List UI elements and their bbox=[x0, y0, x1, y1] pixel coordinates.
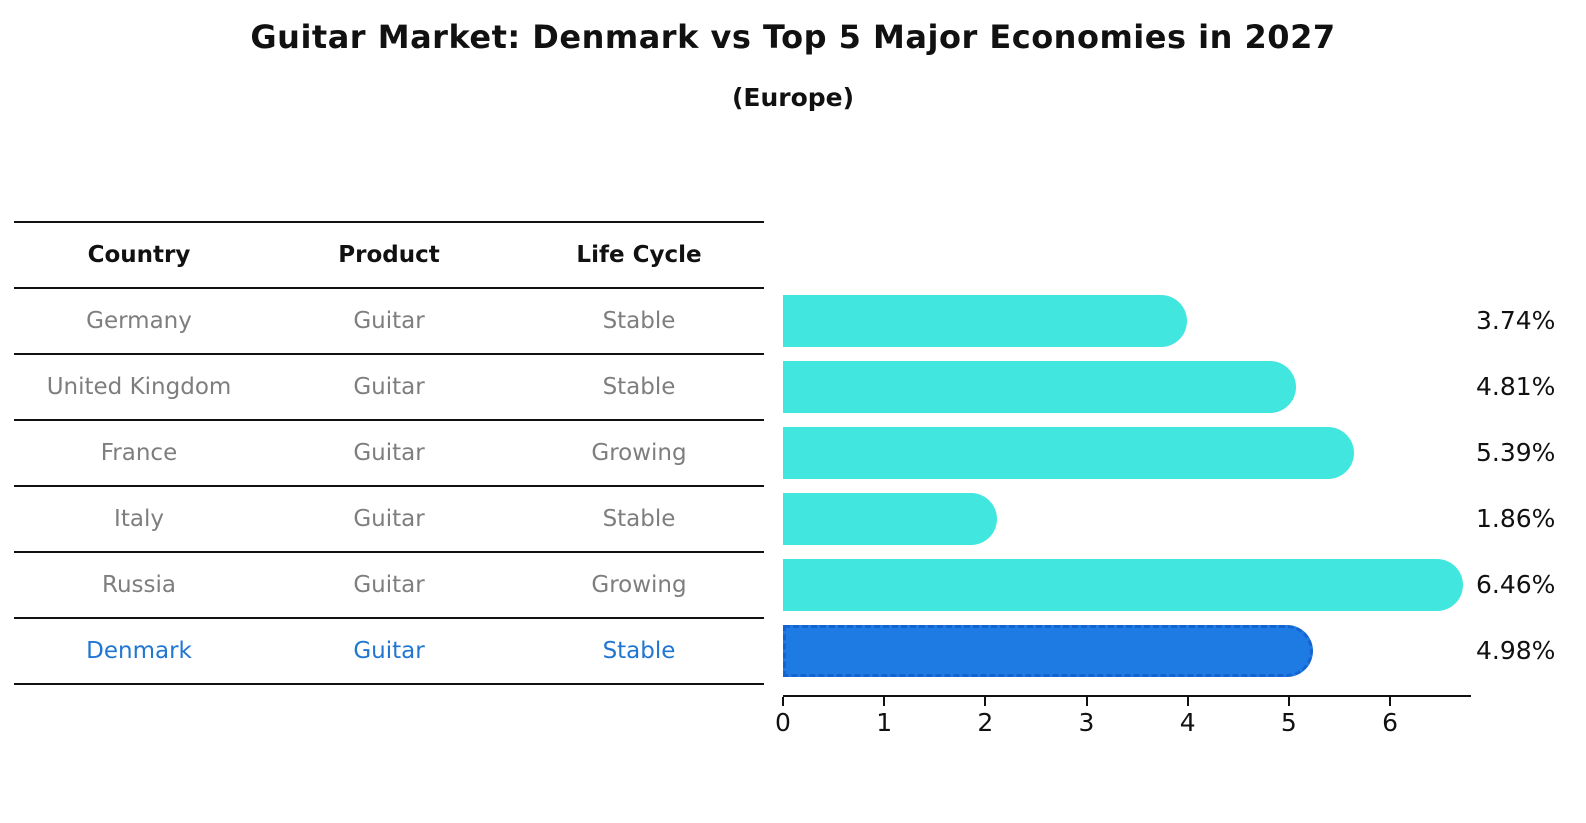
cell-country: Denmark bbox=[86, 638, 192, 664]
table-body: Germany Guitar Stable United Kingdom Guitar S… bbox=[14, 289, 764, 685]
country-table: Country Product Life Cycle Germany Guitar… bbox=[14, 221, 764, 685]
x-tick-mark-5 bbox=[1287, 697, 1290, 706]
cell-product: Guitar bbox=[353, 308, 425, 334]
cell-life-cycle: Growing bbox=[591, 572, 687, 598]
bar-russia bbox=[783, 558, 1463, 611]
cell-country: France bbox=[100, 440, 178, 466]
table-header-country: Country bbox=[87, 242, 191, 268]
bar-france bbox=[783, 426, 1354, 479]
cell-product: Guitar bbox=[353, 572, 425, 598]
value-label-denmark: 4.98% bbox=[1476, 635, 1556, 665]
x-tick-label-6: 6 bbox=[1382, 708, 1398, 737]
value-label-russia: 6.46% bbox=[1476, 569, 1556, 599]
cell-country: Germany bbox=[86, 308, 192, 334]
x-tick-label-4: 4 bbox=[1179, 708, 1196, 737]
value-label-united-kingdom: 4.81% bbox=[1476, 371, 1556, 401]
value-label-germany: 3.74% bbox=[1476, 305, 1556, 335]
x-tick-mark-3 bbox=[1085, 697, 1088, 706]
cell-product: Guitar bbox=[353, 638, 425, 664]
cell-life-cycle: Stable bbox=[602, 638, 676, 664]
table-row-denmark: Denmark Guitar Stable bbox=[14, 619, 764, 685]
table-row-united-kingdom: United Kingdom Guitar Stable bbox=[14, 355, 764, 421]
cell-life-cycle: Stable bbox=[602, 506, 676, 532]
bar-germany bbox=[783, 294, 1187, 347]
table-row-russia: Russia Guitar Growing bbox=[14, 553, 764, 619]
x-tick-label-5: 5 bbox=[1280, 708, 1297, 737]
x-axis-line bbox=[783, 695, 1471, 697]
bar-denmark bbox=[783, 624, 1313, 677]
x-tick-mark-4 bbox=[1186, 697, 1189, 706]
x-tick-label-3: 3 bbox=[1078, 708, 1095, 737]
cell-life-cycle: Stable bbox=[602, 374, 676, 400]
cell-product: Guitar bbox=[353, 374, 425, 400]
x-tick-mark-6 bbox=[1389, 697, 1392, 706]
cell-life-cycle: Stable bbox=[602, 308, 676, 334]
x-tick-mark-0 bbox=[782, 697, 784, 706]
cell-country: Italy bbox=[114, 506, 164, 532]
x-tick-mark-1 bbox=[883, 697, 886, 706]
x-tick-label-0: 0 bbox=[775, 708, 791, 737]
cell-life-cycle: Growing bbox=[591, 440, 687, 466]
table-row-italy: Italy Guitar Stable bbox=[14, 487, 764, 553]
x-tick-mark-2 bbox=[984, 697, 987, 706]
table-row-germany: Germany Guitar Stable bbox=[14, 289, 764, 355]
chart-title: Guitar Market: Denmark vs Top 5 Major Ec… bbox=[250, 18, 1336, 56]
x-tick-label-1: 1 bbox=[876, 708, 893, 737]
table-row-france: France Guitar Growing bbox=[14, 421, 764, 487]
cell-country: United Kingdom bbox=[46, 374, 232, 400]
value-label-france: 5.39% bbox=[1476, 437, 1556, 467]
table-header-product: Product bbox=[338, 242, 440, 268]
cell-product: Guitar bbox=[353, 506, 425, 532]
table-header-row: Country Product Life Cycle bbox=[14, 223, 764, 289]
bar-italy bbox=[783, 492, 997, 545]
x-tick-label-2: 2 bbox=[977, 708, 994, 737]
value-label-italy: 1.86% bbox=[1476, 503, 1556, 533]
cell-country: Russia bbox=[102, 572, 176, 598]
bar-united-kingdom bbox=[783, 360, 1296, 413]
chart-subtitle: (Europe) bbox=[731, 83, 855, 112]
table-header-life-cycle: Life Cycle bbox=[576, 242, 702, 268]
cell-product: Guitar bbox=[353, 440, 425, 466]
